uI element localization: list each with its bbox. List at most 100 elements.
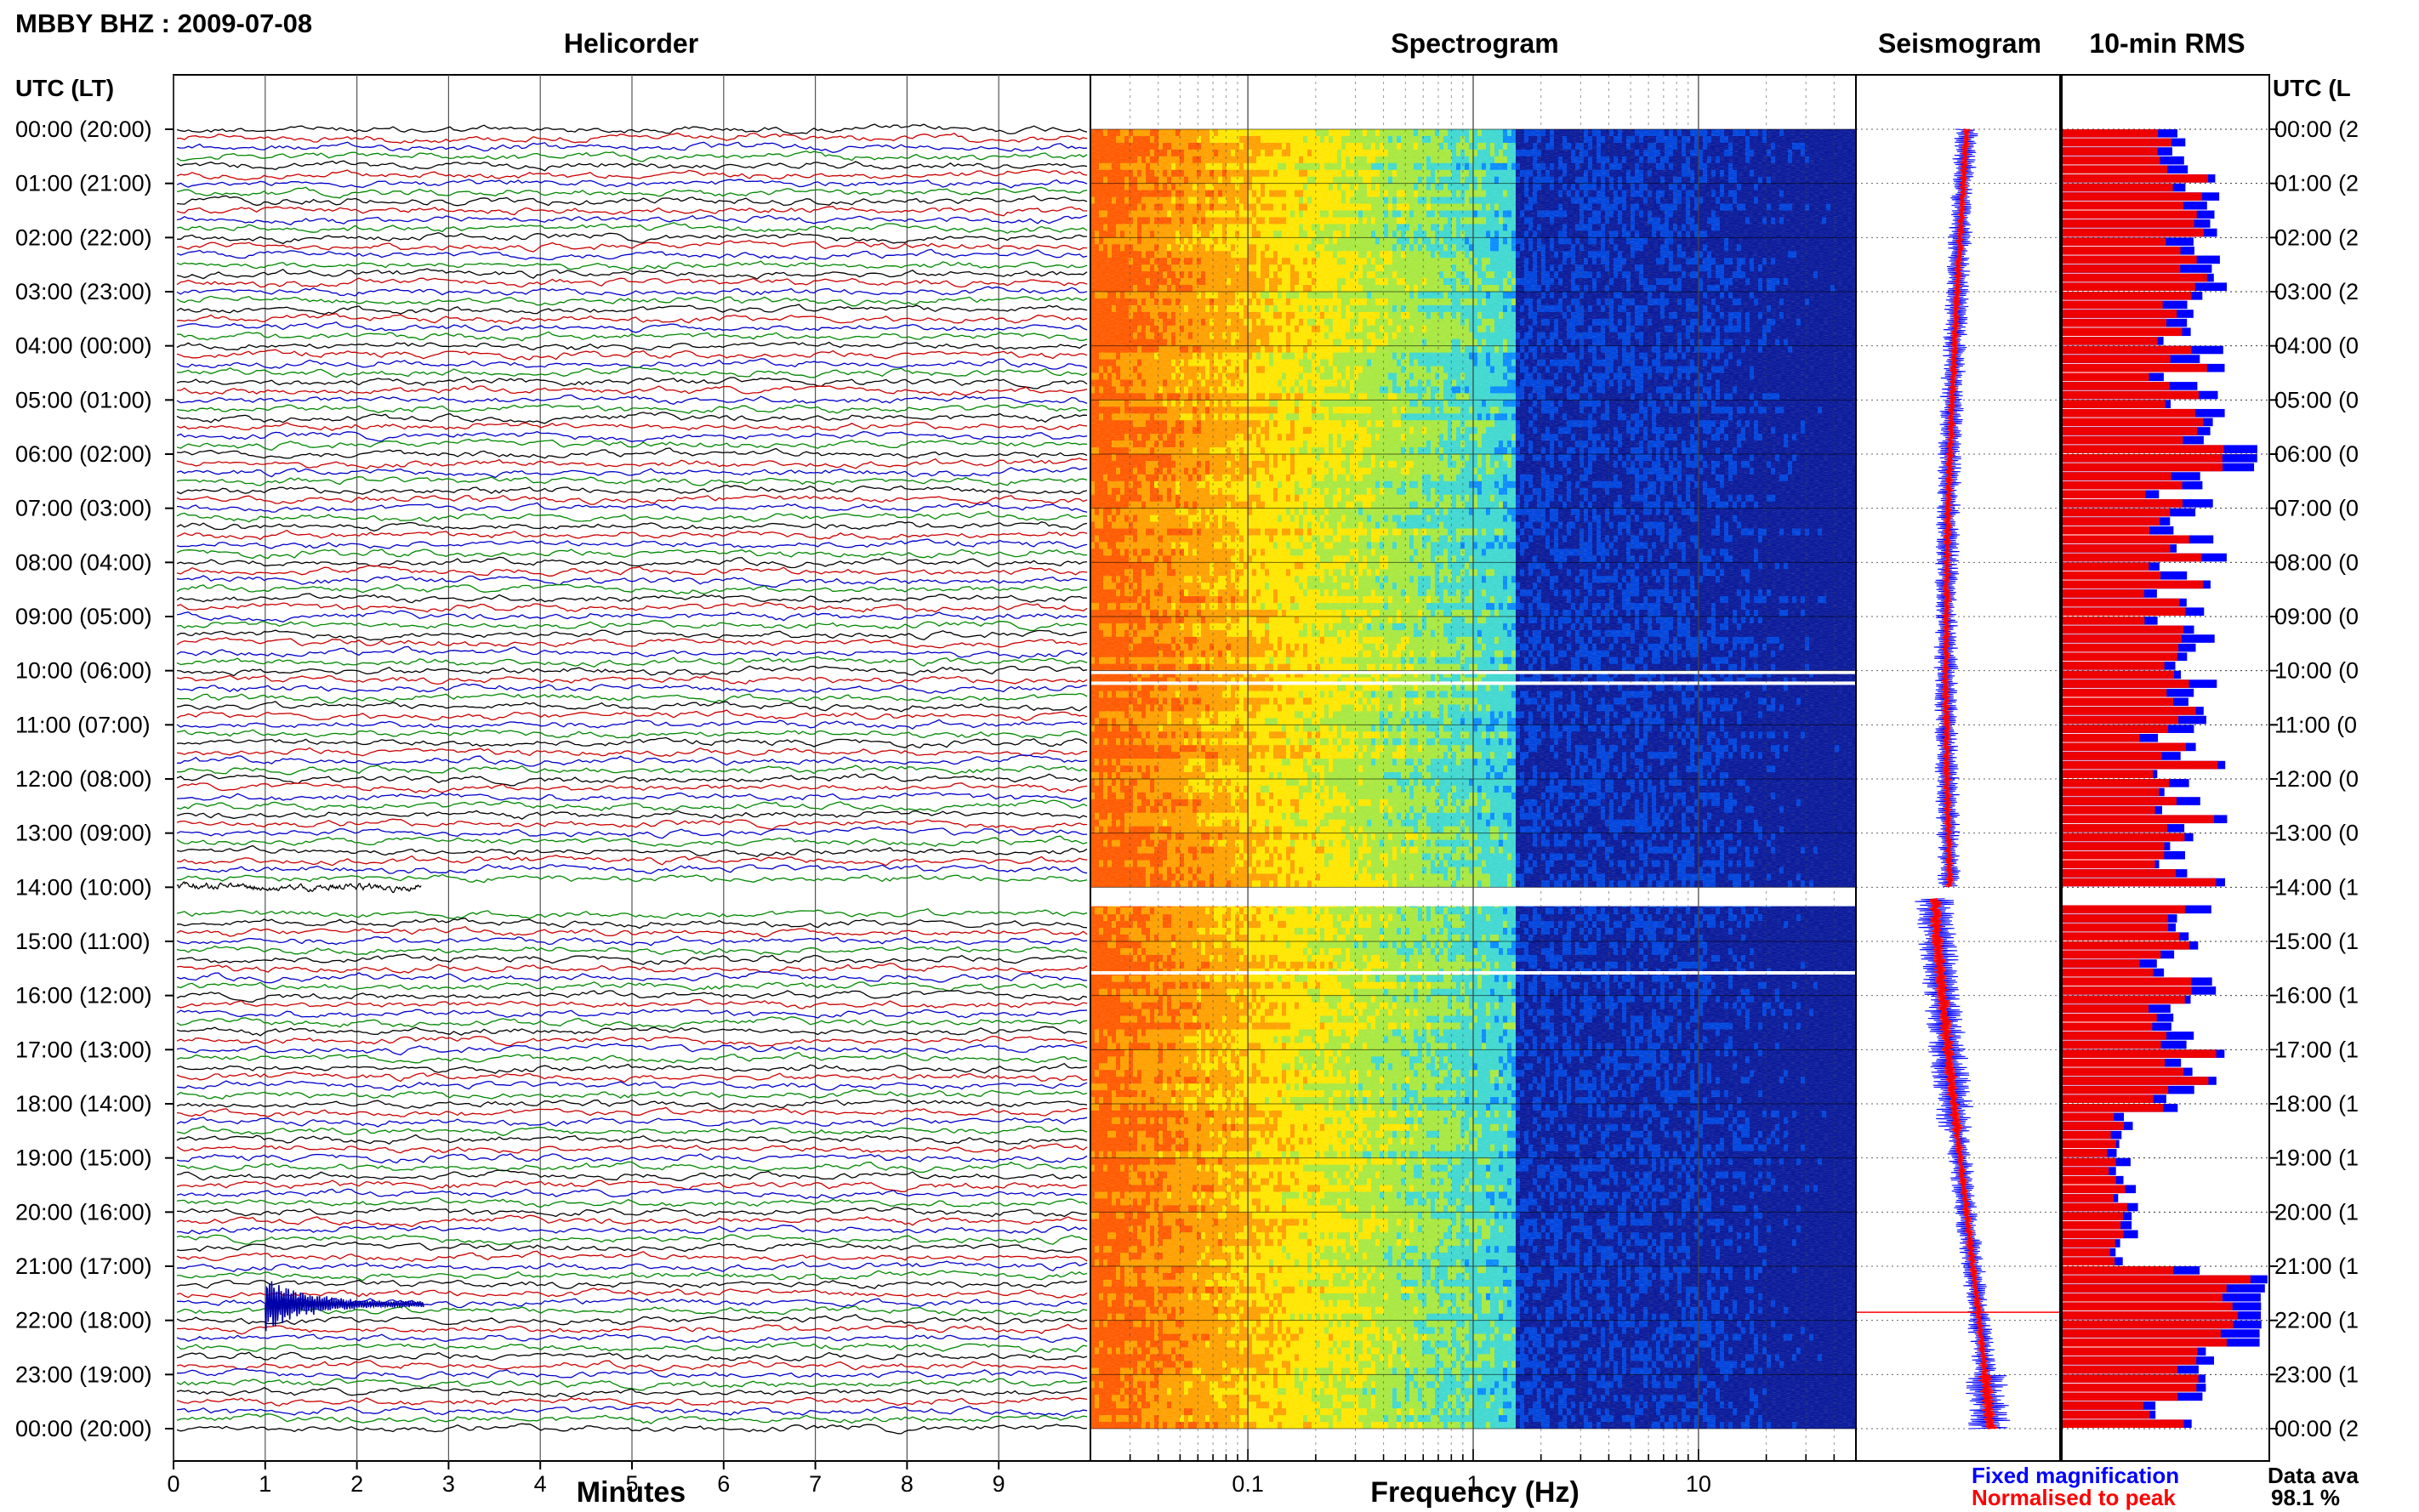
helicorder-trace — [176, 835, 1088, 847]
helicorder-trace — [176, 1234, 1088, 1246]
helicorder-trace — [176, 1423, 1088, 1435]
helicorder-trace — [176, 349, 1088, 361]
rms-bar-normalised — [2062, 1194, 2114, 1202]
rms-bar-normalised — [2062, 427, 2198, 435]
rms-bar-normalised — [2062, 526, 2149, 535]
helicorder-xlabel: Minutes — [577, 1476, 686, 1509]
rms-bar-normalised — [2062, 300, 2163, 310]
helicorder-trace — [176, 430, 1088, 442]
helicorder-trace — [176, 953, 1088, 965]
helicorder-trace — [176, 665, 1088, 677]
rms-bar-normalised — [2062, 571, 2161, 580]
rms-bar-normalised — [2062, 1320, 2234, 1329]
helicorder-trace — [176, 141, 1088, 153]
row-label-right: 12:00 (0 — [2274, 766, 2359, 792]
rms-bar-normalised — [2062, 1167, 2109, 1175]
panel-title-helicorder: Helicorder — [564, 28, 698, 59]
rms-bar-normalised — [2062, 337, 2158, 345]
helicorder-trace — [176, 394, 1088, 406]
rms-bar-normalised — [2062, 923, 2169, 932]
rms-bar-normalised — [2062, 986, 2192, 995]
rms-bar-normalised — [2062, 1122, 2124, 1130]
rms-bar-normalised — [2062, 950, 2161, 959]
rms-bar-normalised — [2062, 1356, 2197, 1365]
rms-bar-normalised — [2062, 1302, 2233, 1311]
row-label-right: 06:00 (0 — [2274, 441, 2359, 467]
spectrogram-tick-label: 0.1 — [1232, 1471, 1264, 1497]
rms-bar-normalised — [2062, 472, 2171, 480]
row-label-right: 00:00 (2 — [2274, 1416, 2359, 1441]
row-label-left: 16:00 (12:00) — [15, 983, 152, 1009]
row-label-right: 13:00 (0 — [2274, 821, 2359, 846]
rms-bar-normalised — [2062, 273, 2207, 282]
rms-bar-normalised — [2062, 499, 2183, 508]
rms-bar-normalised — [2062, 1175, 2116, 1185]
rms-bar-normalised — [2062, 842, 2165, 850]
seismogram-trace — [1928, 128, 1998, 1430]
helicorder-trace — [176, 1035, 1088, 1047]
data-availability-label: Data ava — [2268, 1463, 2359, 1488]
helicorder-trace — [177, 1367, 1088, 1380]
rms-bar-normalised — [2062, 805, 2155, 815]
rms-bar-normalised — [2062, 959, 2140, 968]
rms-bar-normalised — [2062, 787, 2160, 797]
helicorder-trace — [176, 925, 1088, 938]
helicorder-trace — [176, 945, 1088, 956]
helicorder-trace — [176, 908, 1088, 919]
rms-bar-normalised — [2062, 625, 2184, 634]
row-label-left: 11:00 (07:00) — [15, 712, 151, 737]
helicorder-trace — [176, 818, 1088, 831]
helicorder-trace — [176, 376, 1088, 389]
legend-fixed-magnification: Fixed magnification — [1972, 1463, 2179, 1488]
helicorder-trace — [176, 629, 1088, 641]
rms-bar-normalised — [2062, 1185, 2126, 1194]
row-label-right: 00:00 (2 — [2274, 117, 2359, 142]
row-label-left: 22:00 (18:00) — [15, 1308, 152, 1333]
rms-bar-normalised — [2062, 617, 2145, 625]
helicorder-trace — [176, 1197, 1088, 1208]
helicorder-trace — [176, 268, 1088, 280]
helicorder-trace — [176, 295, 1088, 307]
row-label-left: 17:00 (13:00) — [15, 1037, 152, 1062]
rms-bar-normalised — [2062, 589, 2144, 598]
helicorder-trace — [176, 304, 1088, 315]
rms-bar-normalised — [2062, 869, 2177, 878]
helicorder-trace — [176, 421, 1088, 431]
rms-bar-normalised — [2062, 670, 2174, 679]
row-label-right: 21:00 (1 — [2274, 1253, 2359, 1279]
row-label-right: 15:00 (1 — [2274, 929, 2359, 954]
helicorder-trace — [176, 1207, 1088, 1218]
panel-title-seismogram: Seismogram — [1878, 28, 2041, 59]
helicorder-trace — [176, 556, 1088, 569]
rms-bar-normalised — [2062, 1284, 2227, 1293]
row-label-left: 20:00 (16:00) — [15, 1199, 152, 1225]
rms-bar-normalised — [2062, 742, 2186, 752]
row-label-left: 21:00 (17:00) — [15, 1253, 152, 1279]
rms-bar-normalised — [2062, 345, 2192, 355]
row-label-right: 23:00 (1 — [2274, 1361, 2359, 1387]
rms-bar-normalised — [2062, 1149, 2108, 1157]
helicorder-trace — [176, 132, 1088, 144]
rms-bar-normalised — [2062, 1157, 2116, 1167]
rms-bar-normalised — [2062, 1004, 2149, 1013]
row-label-right: 19:00 (1 — [2274, 1145, 2359, 1171]
rms-bar-normalised — [2062, 1293, 2223, 1302]
rms-frame — [2061, 74, 2270, 1462]
rms-bar-normalised — [2062, 707, 2196, 715]
helicorder-trace — [176, 1323, 1088, 1335]
rms-bar-normalised — [2062, 932, 2179, 941]
row-label-left: 19:00 (15:00) — [15, 1145, 152, 1171]
rms-bar-normalised — [2062, 445, 2224, 453]
helicorder-trace — [176, 736, 1088, 749]
helicorder-tick-label: 4 — [534, 1471, 547, 1497]
utc-lt-label-right: UTC (L — [2273, 75, 2351, 101]
rms-bar-normalised — [2062, 1257, 2115, 1265]
rms-bar-normalised — [2062, 1077, 2209, 1085]
helicorder-trace — [176, 1161, 1088, 1174]
helicorder-trace — [177, 754, 1088, 767]
seismogram-trace — [1915, 128, 2011, 1430]
helicorder-trace — [176, 232, 1087, 245]
helicorder-trace — [176, 195, 1088, 207]
rms-bar-normalised — [2062, 183, 2173, 192]
helicorder-trace — [176, 1279, 1088, 1290]
